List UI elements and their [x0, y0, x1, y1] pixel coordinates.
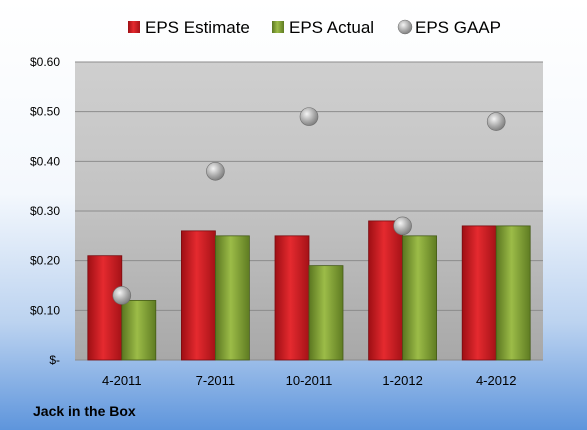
bar-eps-estimate — [180, 230, 216, 361]
bar-eps-actual — [495, 225, 531, 361]
bar-eps-actual — [214, 235, 250, 361]
y-tick-label: $- — [49, 353, 60, 367]
bar-eps-estimate — [368, 220, 404, 361]
bar-eps-actual — [402, 235, 438, 361]
x-tick-label: 7-2011 — [196, 373, 236, 388]
x-tick-label: 1-2012 — [382, 373, 422, 388]
y-tick-label: $0.40 — [30, 154, 60, 168]
bar-eps-actual — [121, 299, 157, 361]
gaap-point — [299, 107, 319, 126]
x-axis-ticks: 4-2011 7-2011 10-2011 1-2012 4-2012 — [102, 373, 516, 388]
gaap-point — [486, 112, 506, 131]
x-tick-label: 4-2011 — [102, 373, 142, 388]
legend: EPS Estimate EPS Actual EPS GAAP — [128, 18, 501, 37]
y-tick-label: $0.30 — [30, 204, 60, 218]
y-tick-label: $0.60 — [30, 55, 60, 69]
bars — [87, 220, 531, 361]
x-tick-label: 4-2012 — [476, 373, 516, 388]
legend-label: EPS Estimate — [145, 18, 250, 37]
legend-swatch — [397, 19, 413, 35]
legend-label: EPS GAAP — [415, 18, 501, 37]
bar-eps-estimate — [274, 235, 310, 361]
gaap-point — [112, 286, 132, 305]
gaap-point — [206, 161, 225, 181]
bar-eps-actual — [308, 265, 344, 361]
x-tick-label: 10-2011 — [286, 373, 333, 388]
bar-eps-estimate — [461, 225, 497, 361]
y-tick-label: $0.20 — [30, 254, 60, 268]
company-label: Jack in the Box — [33, 403, 136, 419]
bar-eps-estimate — [87, 255, 123, 361]
y-tick-label: $0.10 — [30, 303, 60, 317]
gaap-point — [393, 216, 412, 236]
y-axis-ticks: $- $0.10 $0.20 $0.30 $0.40 $0.50 $0.60 — [30, 55, 60, 367]
legend-label: EPS Actual — [289, 18, 374, 37]
legend-swatch — [128, 21, 140, 33]
legend-swatch — [272, 21, 284, 33]
gaap-points — [112, 107, 506, 305]
y-tick-label: $0.50 — [30, 105, 60, 119]
